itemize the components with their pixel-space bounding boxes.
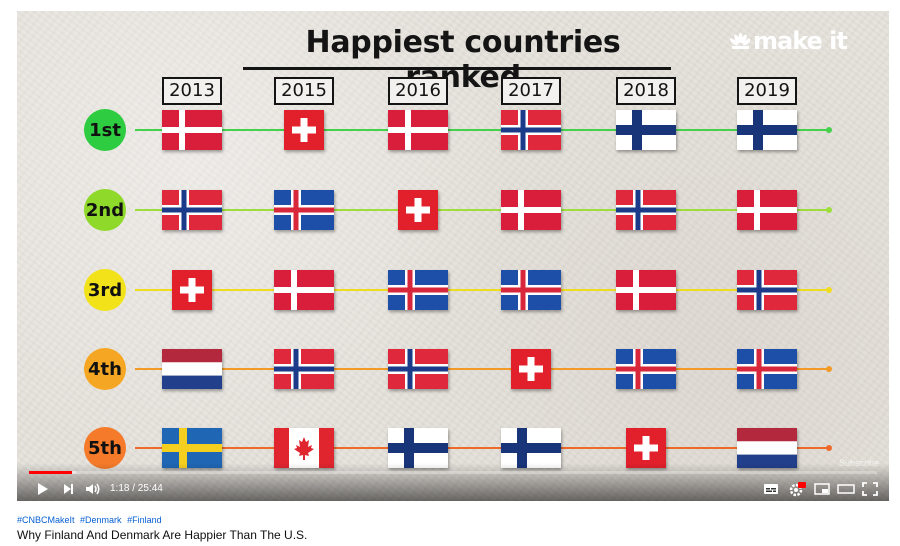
brand-text: make it [753, 27, 848, 55]
next-icon [59, 481, 77, 497]
iceland-flag-icon [616, 349, 676, 389]
year-header: 2013 [162, 77, 222, 105]
rank-line [135, 447, 830, 449]
rank-line [135, 368, 830, 370]
progress-bar[interactable] [29, 471, 877, 474]
switzerland-flag-icon [398, 190, 438, 230]
finland-flag-icon [616, 110, 676, 150]
progress-played [29, 471, 72, 474]
denmark-flag-icon [616, 270, 676, 310]
volume-icon [84, 481, 102, 497]
switzerland-flag-icon [284, 110, 324, 150]
play-button[interactable] [33, 481, 51, 497]
theater-mode-button[interactable] [837, 481, 855, 497]
fullscreen-button[interactable] [861, 481, 879, 497]
denmark-flag-icon [501, 190, 561, 230]
rank-line-end-dot [826, 207, 832, 213]
rank-line-end-dot [826, 127, 832, 133]
norway-flag-icon [162, 190, 222, 230]
video-frame[interactable]: Happiest countries ranked make it 2013 20… [17, 11, 889, 501]
denmark-flag-icon [162, 110, 222, 150]
denmark-flag-icon [388, 110, 448, 150]
year-header: 2016 [388, 77, 448, 105]
rank-badge: 1st [84, 109, 126, 151]
sweden-flag-icon [162, 428, 222, 468]
iceland-flag-icon [737, 349, 797, 389]
rank-badge: 5th [84, 427, 126, 469]
netherlands-flag-icon [737, 428, 797, 468]
rank-badge: 3rd [84, 269, 126, 311]
rank-line-end-dot [826, 287, 832, 293]
norway-flag-icon [274, 349, 334, 389]
rank-line [135, 289, 830, 291]
hashtag-link[interactable]: #CNBCMakeIt [17, 515, 75, 525]
play-icon [33, 481, 51, 497]
iceland-flag-icon [274, 190, 334, 230]
iceland-flag-icon [388, 270, 448, 310]
rank-badge: 2nd [84, 189, 126, 231]
settings-button[interactable] [788, 481, 806, 497]
switzerland-flag-icon [511, 349, 551, 389]
subtitles-button[interactable] [762, 481, 780, 497]
video-player[interactable]: Happiest countries ranked make it 2013 20… [17, 11, 889, 501]
switzerland-flag-icon [626, 428, 666, 468]
headline-underline [243, 67, 671, 70]
peacock-logo-icon [729, 31, 752, 51]
player-controls: 1:18 / 25:44 [17, 463, 889, 501]
subtitles-icon [762, 481, 780, 497]
iceland-flag-icon [501, 270, 561, 310]
next-button[interactable] [59, 481, 77, 497]
finland-flag-icon [737, 110, 797, 150]
rank-line [135, 209, 830, 211]
hashtag-list: #CNBCMakeIt #Denmark #Finland [17, 515, 165, 525]
denmark-flag-icon [274, 270, 334, 310]
hashtag-link[interactable]: #Finland [127, 515, 162, 525]
finland-flag-icon [388, 428, 448, 468]
gear-icon [788, 481, 806, 497]
year-header: 2015 [274, 77, 334, 105]
rank-line-end-dot [826, 445, 832, 451]
norway-flag-icon [388, 349, 448, 389]
year-header: 2017 [501, 77, 561, 105]
volume-button[interactable] [84, 481, 102, 497]
fullscreen-icon [861, 481, 879, 497]
video-title: Why Finland And Denmark Are Happier Than… [17, 528, 308, 542]
time-display: 1:18 / 25:44 [110, 483, 163, 494]
rank-line [135, 129, 830, 131]
year-header: 2019 [737, 77, 797, 105]
canada-flag-icon [274, 428, 334, 468]
miniplayer-button[interactable] [813, 481, 831, 497]
norway-flag-icon [737, 270, 797, 310]
rank-line-end-dot [826, 366, 832, 372]
rank-badge: 4th [84, 348, 126, 390]
finland-flag-icon [501, 428, 561, 468]
miniplayer-icon [813, 481, 831, 497]
norway-flag-icon [616, 190, 676, 230]
channel-watermark: make it [729, 27, 848, 55]
hashtag-link[interactable]: #Denmark [80, 515, 122, 525]
theater-icon [837, 481, 855, 497]
netherlands-flag-icon [162, 349, 222, 389]
switzerland-flag-icon [172, 270, 212, 310]
year-header: 2018 [616, 77, 676, 105]
denmark-flag-icon [737, 190, 797, 230]
norway-flag-icon [501, 110, 561, 150]
